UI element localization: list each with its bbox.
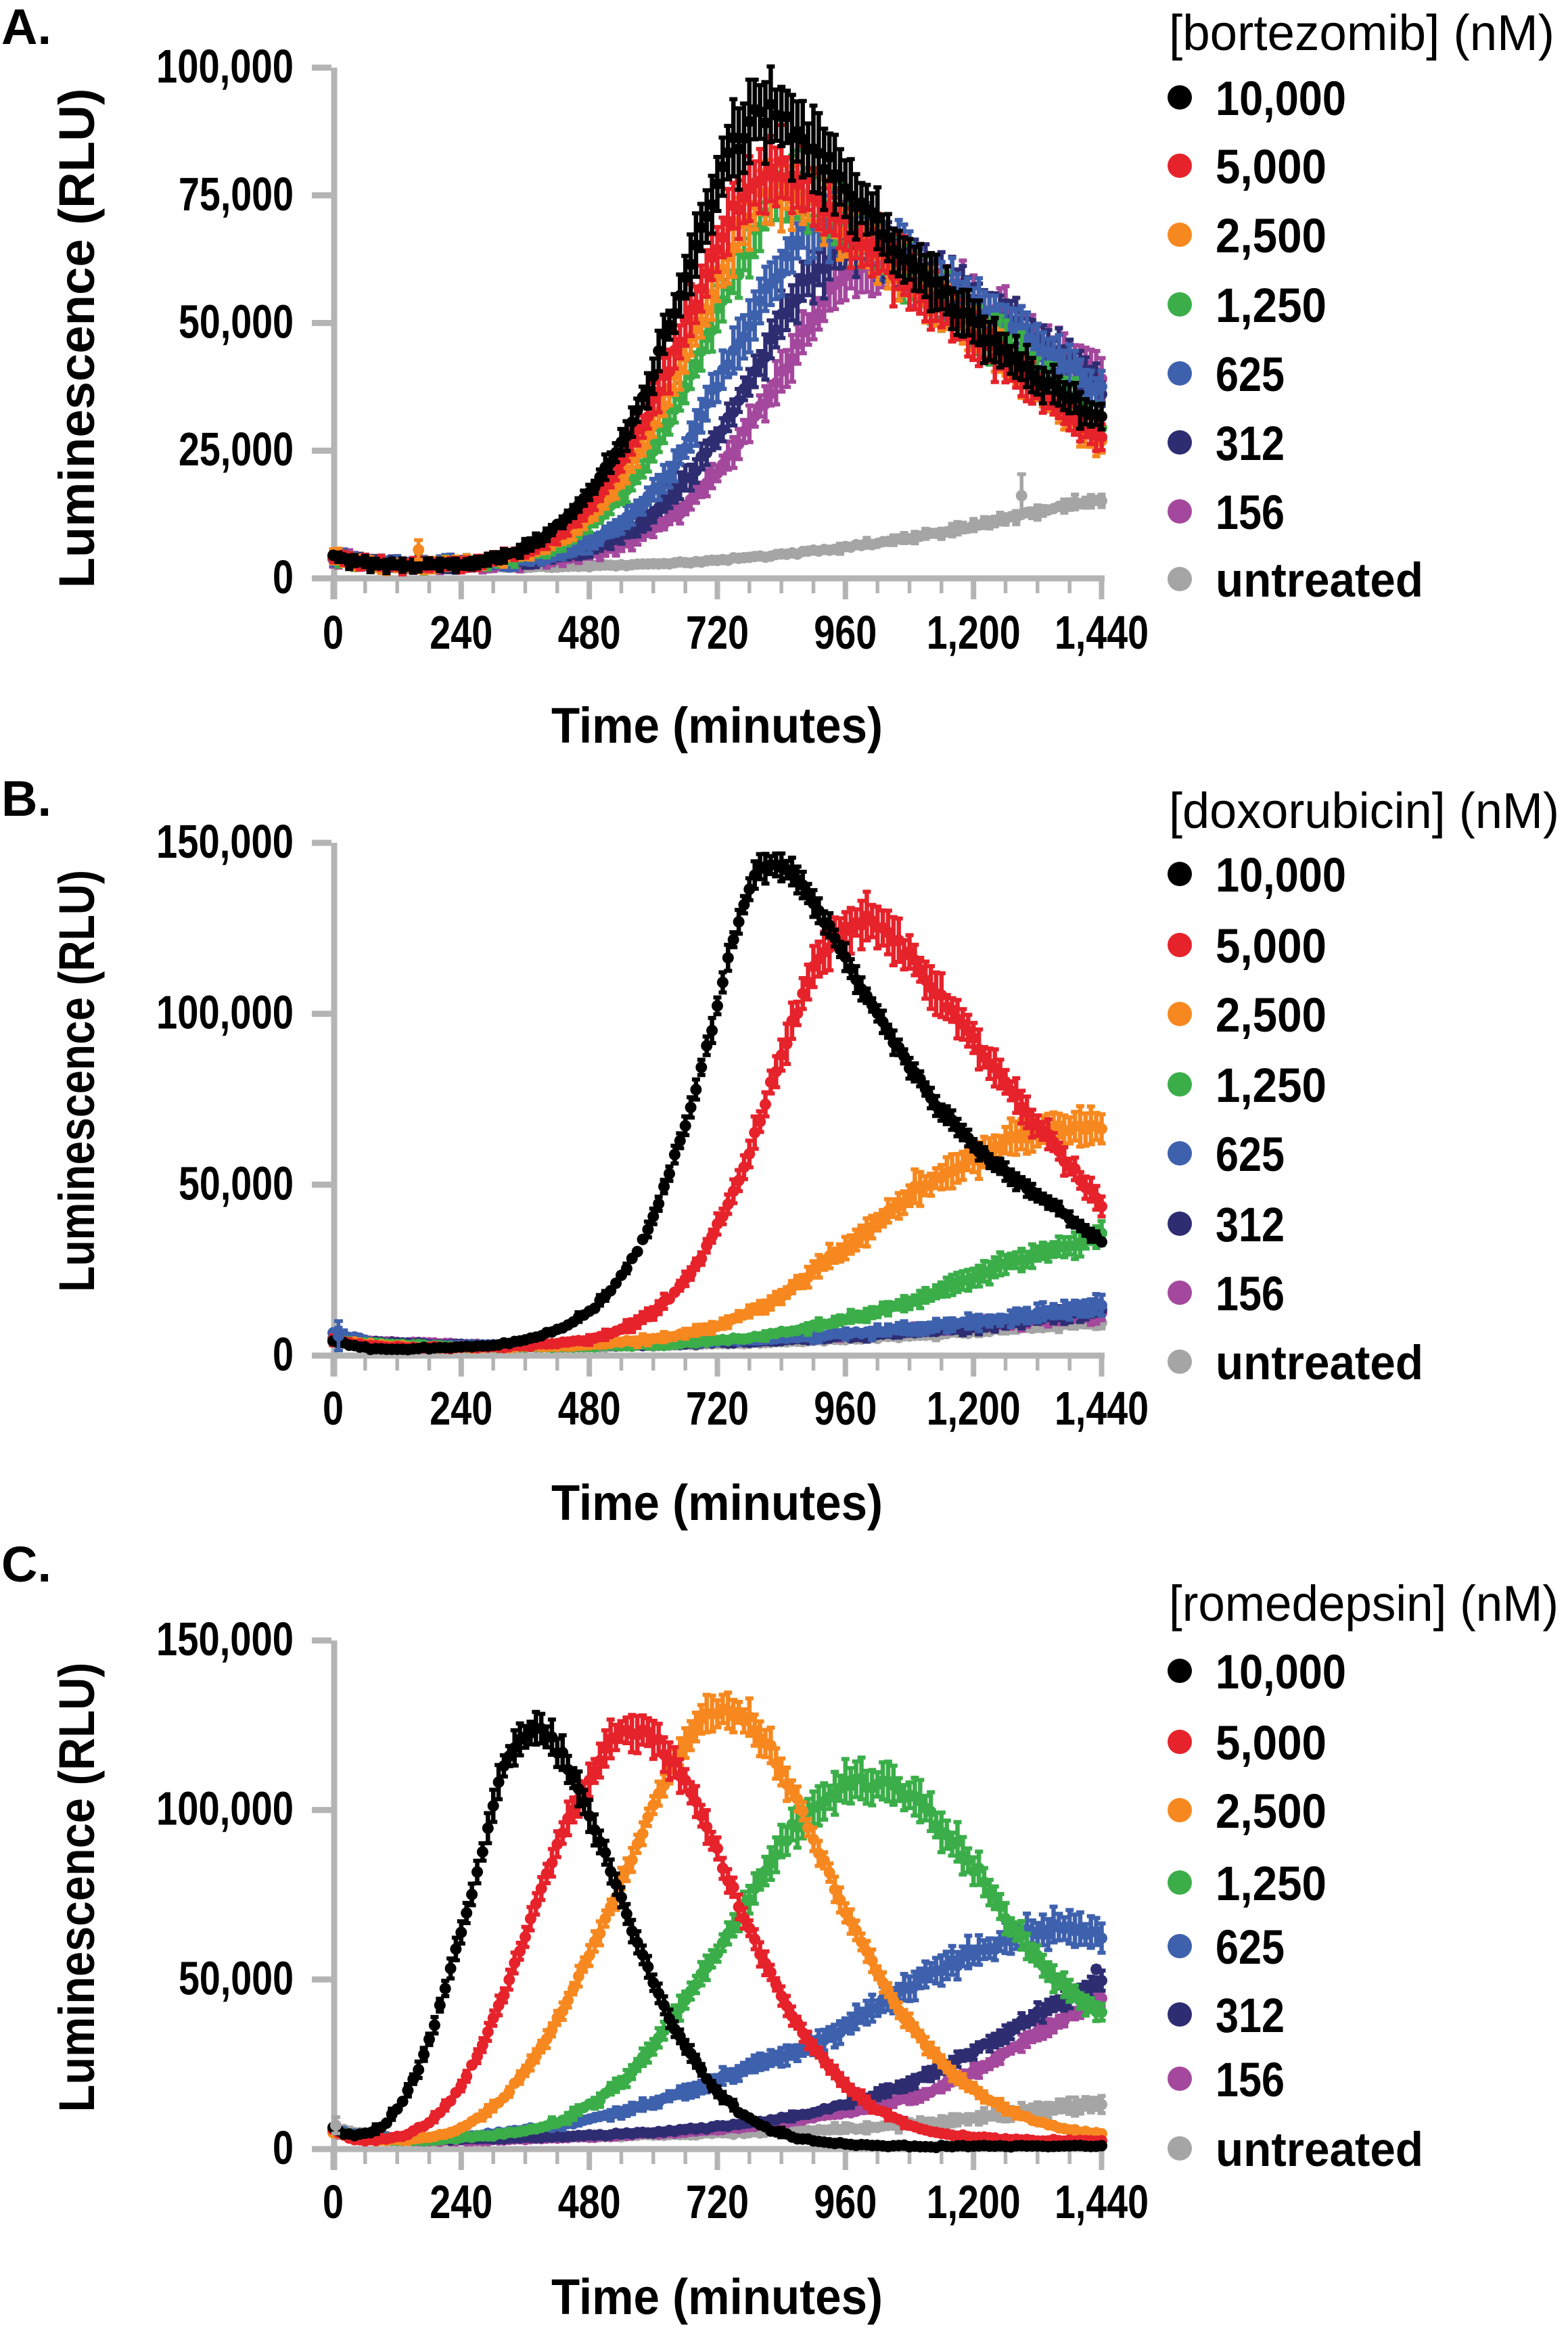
svg-text:720: 720: [686, 606, 749, 659]
svg-text:480: 480: [558, 606, 621, 659]
svg-text:240: 240: [430, 1382, 492, 1435]
svg-text:[bortezomib] (nM): [bortezomib] (nM): [1169, 5, 1554, 61]
svg-text:0: 0: [323, 1382, 344, 1435]
svg-text:10,000: 10,000: [1216, 72, 1346, 126]
svg-text:2,500: 2,500: [1216, 989, 1327, 1042]
svg-text:156: 156: [1216, 486, 1285, 540]
svg-text:Time (minutes): Time (minutes): [551, 2269, 883, 2325]
svg-text:720: 720: [686, 1382, 749, 1435]
svg-text:50,000: 50,000: [179, 296, 294, 348]
svg-text:100,000: 100,000: [156, 1782, 294, 1835]
svg-text:10,000: 10,000: [1216, 849, 1346, 902]
svg-text:720: 720: [686, 2175, 749, 2228]
svg-text:240: 240: [430, 606, 492, 659]
svg-text:0: 0: [273, 551, 294, 603]
svg-text:0: 0: [273, 2121, 294, 2174]
svg-text:100,000: 100,000: [156, 40, 294, 93]
svg-text:960: 960: [814, 606, 877, 659]
svg-text:untreated: untreated: [1216, 2123, 1423, 2177]
svg-text:312: 312: [1216, 1989, 1285, 2043]
svg-text:Luminescence (RLU): Luminescence (RLU): [49, 1663, 105, 2113]
svg-text:0: 0: [323, 606, 344, 659]
svg-text:625: 625: [1216, 1128, 1285, 1182]
svg-text:150,000: 150,000: [156, 1613, 294, 1665]
svg-text:1,440: 1,440: [1055, 1382, 1149, 1435]
svg-text:312: 312: [1216, 417, 1285, 471]
svg-text:2,500: 2,500: [1216, 210, 1327, 263]
svg-text:625: 625: [1216, 1921, 1285, 1975]
svg-text:960: 960: [814, 2175, 877, 2228]
svg-text:C.: C.: [1, 1536, 51, 1592]
svg-text:B.: B.: [1, 770, 51, 827]
svg-text:A.: A.: [1, 0, 51, 55]
svg-text:150,000: 150,000: [156, 815, 294, 868]
svg-text:Luminescence (RLU): Luminescence (RLU): [49, 89, 105, 589]
svg-text:0: 0: [273, 1328, 294, 1381]
svg-text:480: 480: [558, 1382, 621, 1435]
svg-text:0: 0: [323, 2175, 344, 2228]
svg-text:Luminescence (RLU): Luminescence (RLU): [49, 870, 105, 1292]
svg-text:960: 960: [814, 1382, 877, 1435]
svg-text:Time (minutes): Time (minutes): [551, 697, 883, 754]
svg-text:1,250: 1,250: [1216, 1858, 1327, 1911]
svg-text:[doxorubicin] (nM): [doxorubicin] (nM): [1169, 783, 1559, 839]
svg-text:75,000: 75,000: [179, 168, 294, 221]
svg-text:625: 625: [1216, 348, 1285, 402]
svg-text:5,000: 5,000: [1216, 141, 1327, 194]
svg-text:1,440: 1,440: [1055, 606, 1149, 659]
svg-text:1,200: 1,200: [927, 1382, 1021, 1435]
svg-text:[romedepsin] (nM): [romedepsin] (nM): [1169, 1575, 1559, 1632]
svg-text:312: 312: [1216, 1199, 1285, 1252]
svg-text:156: 156: [1216, 2054, 1285, 2107]
svg-text:1,250: 1,250: [1216, 1059, 1327, 1113]
svg-text:Time (minutes): Time (minutes): [551, 1475, 883, 1531]
svg-text:1,250: 1,250: [1216, 279, 1327, 333]
svg-text:2,500: 2,500: [1216, 1785, 1327, 1839]
svg-text:100,000: 100,000: [156, 986, 294, 1039]
svg-text:156: 156: [1216, 1268, 1285, 1321]
svg-text:5,000: 5,000: [1216, 920, 1327, 973]
svg-text:untreated: untreated: [1216, 554, 1423, 607]
svg-text:1,200: 1,200: [927, 2175, 1021, 2228]
svg-text:untreated: untreated: [1216, 1337, 1423, 1390]
svg-text:10,000: 10,000: [1216, 1646, 1346, 1699]
svg-text:1,440: 1,440: [1055, 2175, 1149, 2228]
svg-text:240: 240: [430, 2175, 492, 2228]
svg-text:1,200: 1,200: [927, 606, 1021, 659]
svg-text:25,000: 25,000: [179, 423, 294, 476]
svg-text:5,000: 5,000: [1216, 1717, 1327, 1770]
svg-text:480: 480: [558, 2175, 621, 2228]
svg-text:50,000: 50,000: [179, 1157, 294, 1209]
svg-text:50,000: 50,000: [179, 1952, 294, 2004]
